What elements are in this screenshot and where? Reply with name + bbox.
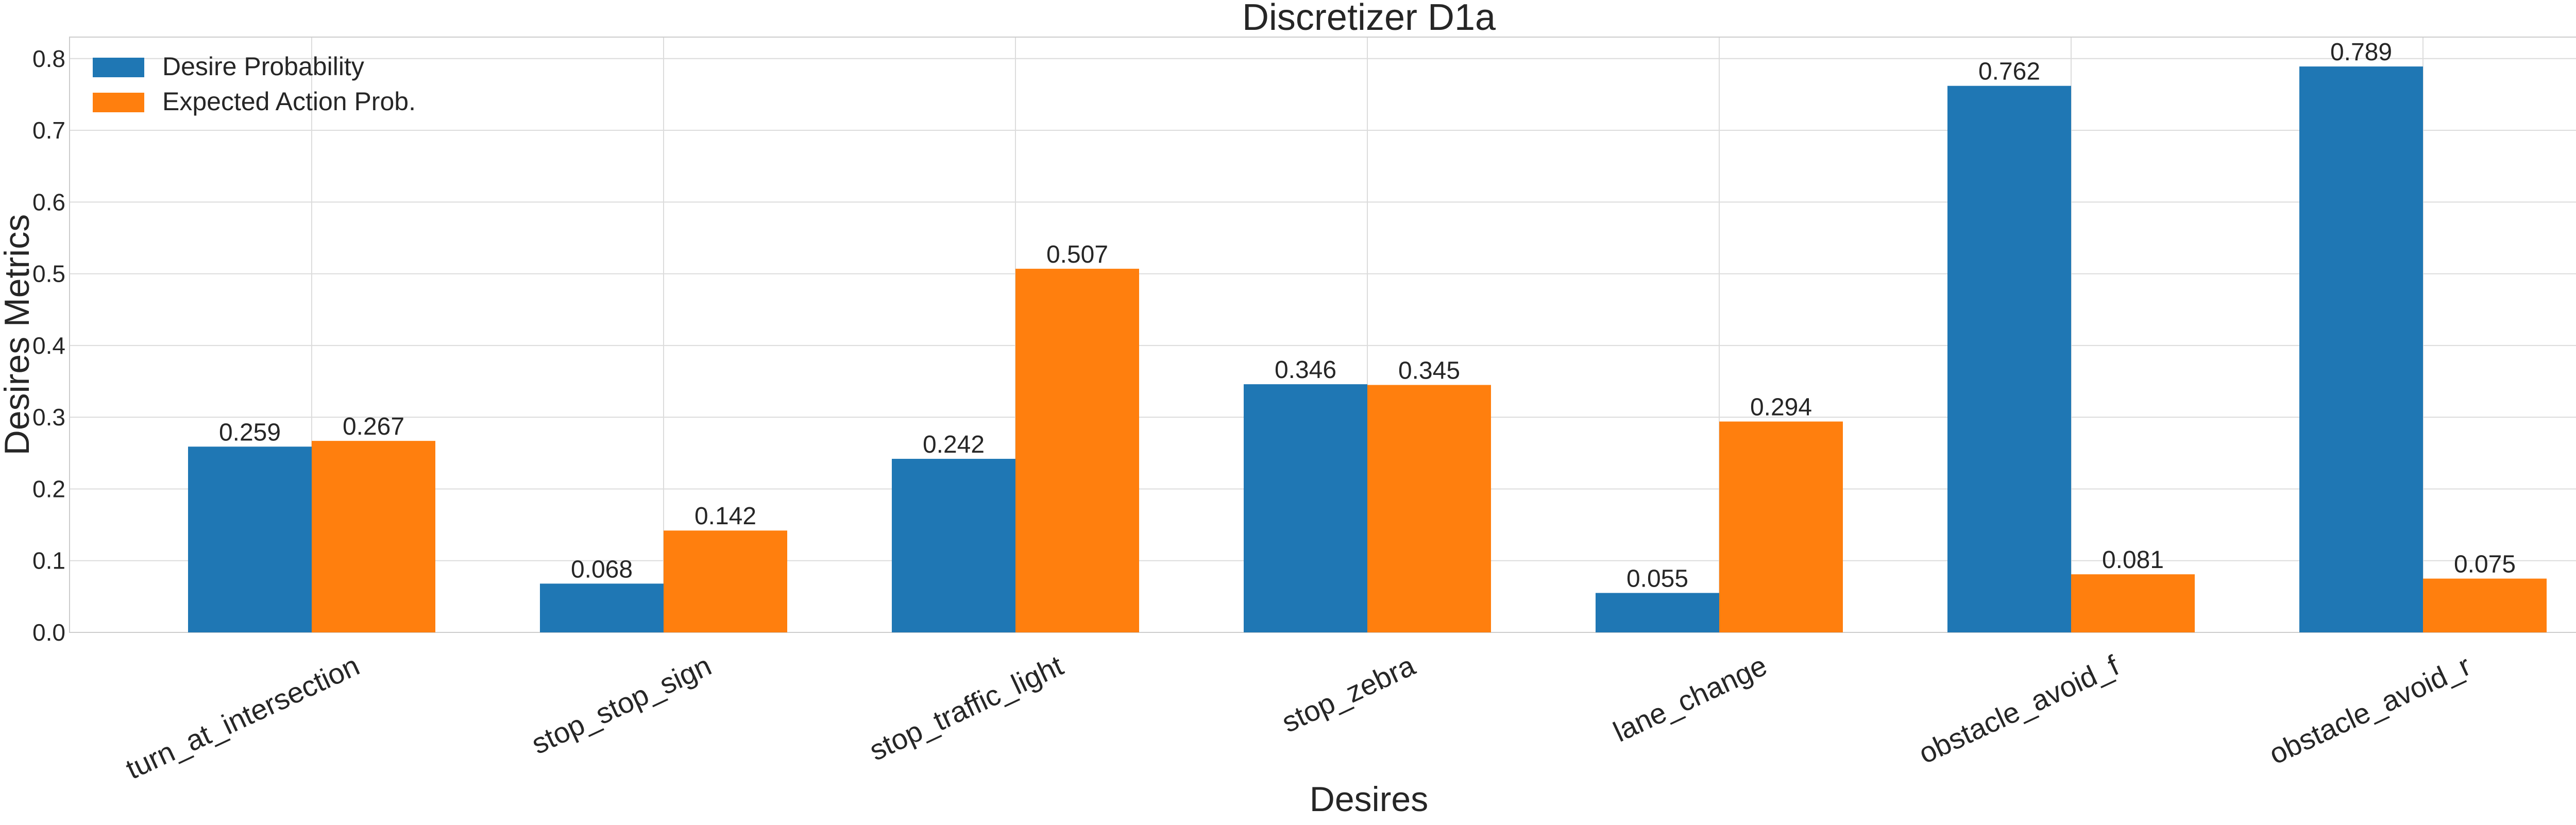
- x-tick-label: obstacle_avoid_r: [2264, 649, 2476, 770]
- bar: [2423, 578, 2547, 632]
- bar-value-labels: 0.259 0.267 0.068 0.142 0.242 0.507 0.346 0.345…: [219, 39, 2516, 592]
- bar-value-label: 0.075: [2454, 551, 2516, 578]
- x-axis-ticks: turn_at_intersection stop_stop_sign stop_t…: [121, 649, 2476, 785]
- bars: [188, 66, 2547, 632]
- bar-value-label: 0.294: [1750, 394, 1812, 421]
- y-tick-label: 0.6: [32, 188, 65, 215]
- y-tick-label: 0.5: [32, 261, 65, 287]
- bar: [664, 530, 787, 632]
- y-axis-ticks: 0.0 0.1 0.2 0.3 0.4 0.5 0.6 0.7 0.8: [32, 45, 65, 646]
- bar-value-label: 0.081: [2102, 546, 2164, 574]
- x-axis-label: Desires: [1310, 780, 1429, 819]
- y-tick-label: 0.3: [32, 404, 65, 431]
- bar: [1596, 593, 1719, 632]
- bar-value-label: 0.242: [923, 431, 985, 458]
- y-tick-label: 0.8: [32, 45, 65, 72]
- bar: [1719, 421, 1843, 632]
- bar-value-label: 0.507: [1046, 241, 1108, 268]
- bar: [1947, 85, 2071, 632]
- x-tick-label: obstacle_avoid_f: [1913, 649, 2124, 770]
- x-tick-label: turn_at_intersection: [121, 649, 364, 785]
- bar-value-label: 0.762: [1978, 58, 2040, 85]
- y-tick-label: 0.4: [32, 332, 65, 359]
- legend: Desire Probability Expected Action Prob.: [93, 52, 416, 116]
- legend-label: Desire Probability: [162, 52, 364, 81]
- bar-value-label: 0.259: [219, 419, 281, 446]
- x-tick-label: lane_change: [1608, 649, 1772, 748]
- bar-value-label: 0.345: [1398, 357, 1460, 384]
- bar: [2071, 574, 2195, 632]
- x-tick-label: stop_traffic_light: [865, 649, 1069, 767]
- bar: [188, 446, 312, 632]
- y-tick-label: 0.0: [32, 619, 65, 646]
- bar-value-label: 0.346: [1275, 356, 1336, 384]
- x-tick-label: stop_stop_sign: [527, 649, 716, 760]
- bar: [1015, 268, 1139, 632]
- x-tick-label: stop_zebra: [1277, 649, 1420, 739]
- bar: [1367, 385, 1491, 632]
- bar: [892, 458, 1015, 632]
- bar: [1244, 384, 1367, 632]
- bar: [312, 441, 435, 632]
- bar-value-label: 0.789: [2330, 39, 2392, 66]
- y-tick-label: 0.7: [32, 117, 65, 144]
- bar: [540, 583, 664, 632]
- chart-title: Discretizer D1a: [1242, 0, 1496, 38]
- bar: [2299, 66, 2423, 632]
- bar-value-label: 0.267: [343, 413, 404, 440]
- y-axis-label: Desires Metrics: [0, 214, 37, 456]
- bar-value-label: 0.142: [694, 503, 756, 530]
- bar-value-label: 0.068: [571, 556, 633, 583]
- legend-swatch: [93, 93, 144, 112]
- y-tick-label: 0.1: [32, 547, 65, 574]
- y-tick-label: 0.2: [32, 475, 65, 502]
- bar-value-label: 0.055: [1626, 565, 1688, 592]
- legend-label: Expected Action Prob.: [162, 87, 416, 116]
- legend-swatch: [93, 58, 144, 77]
